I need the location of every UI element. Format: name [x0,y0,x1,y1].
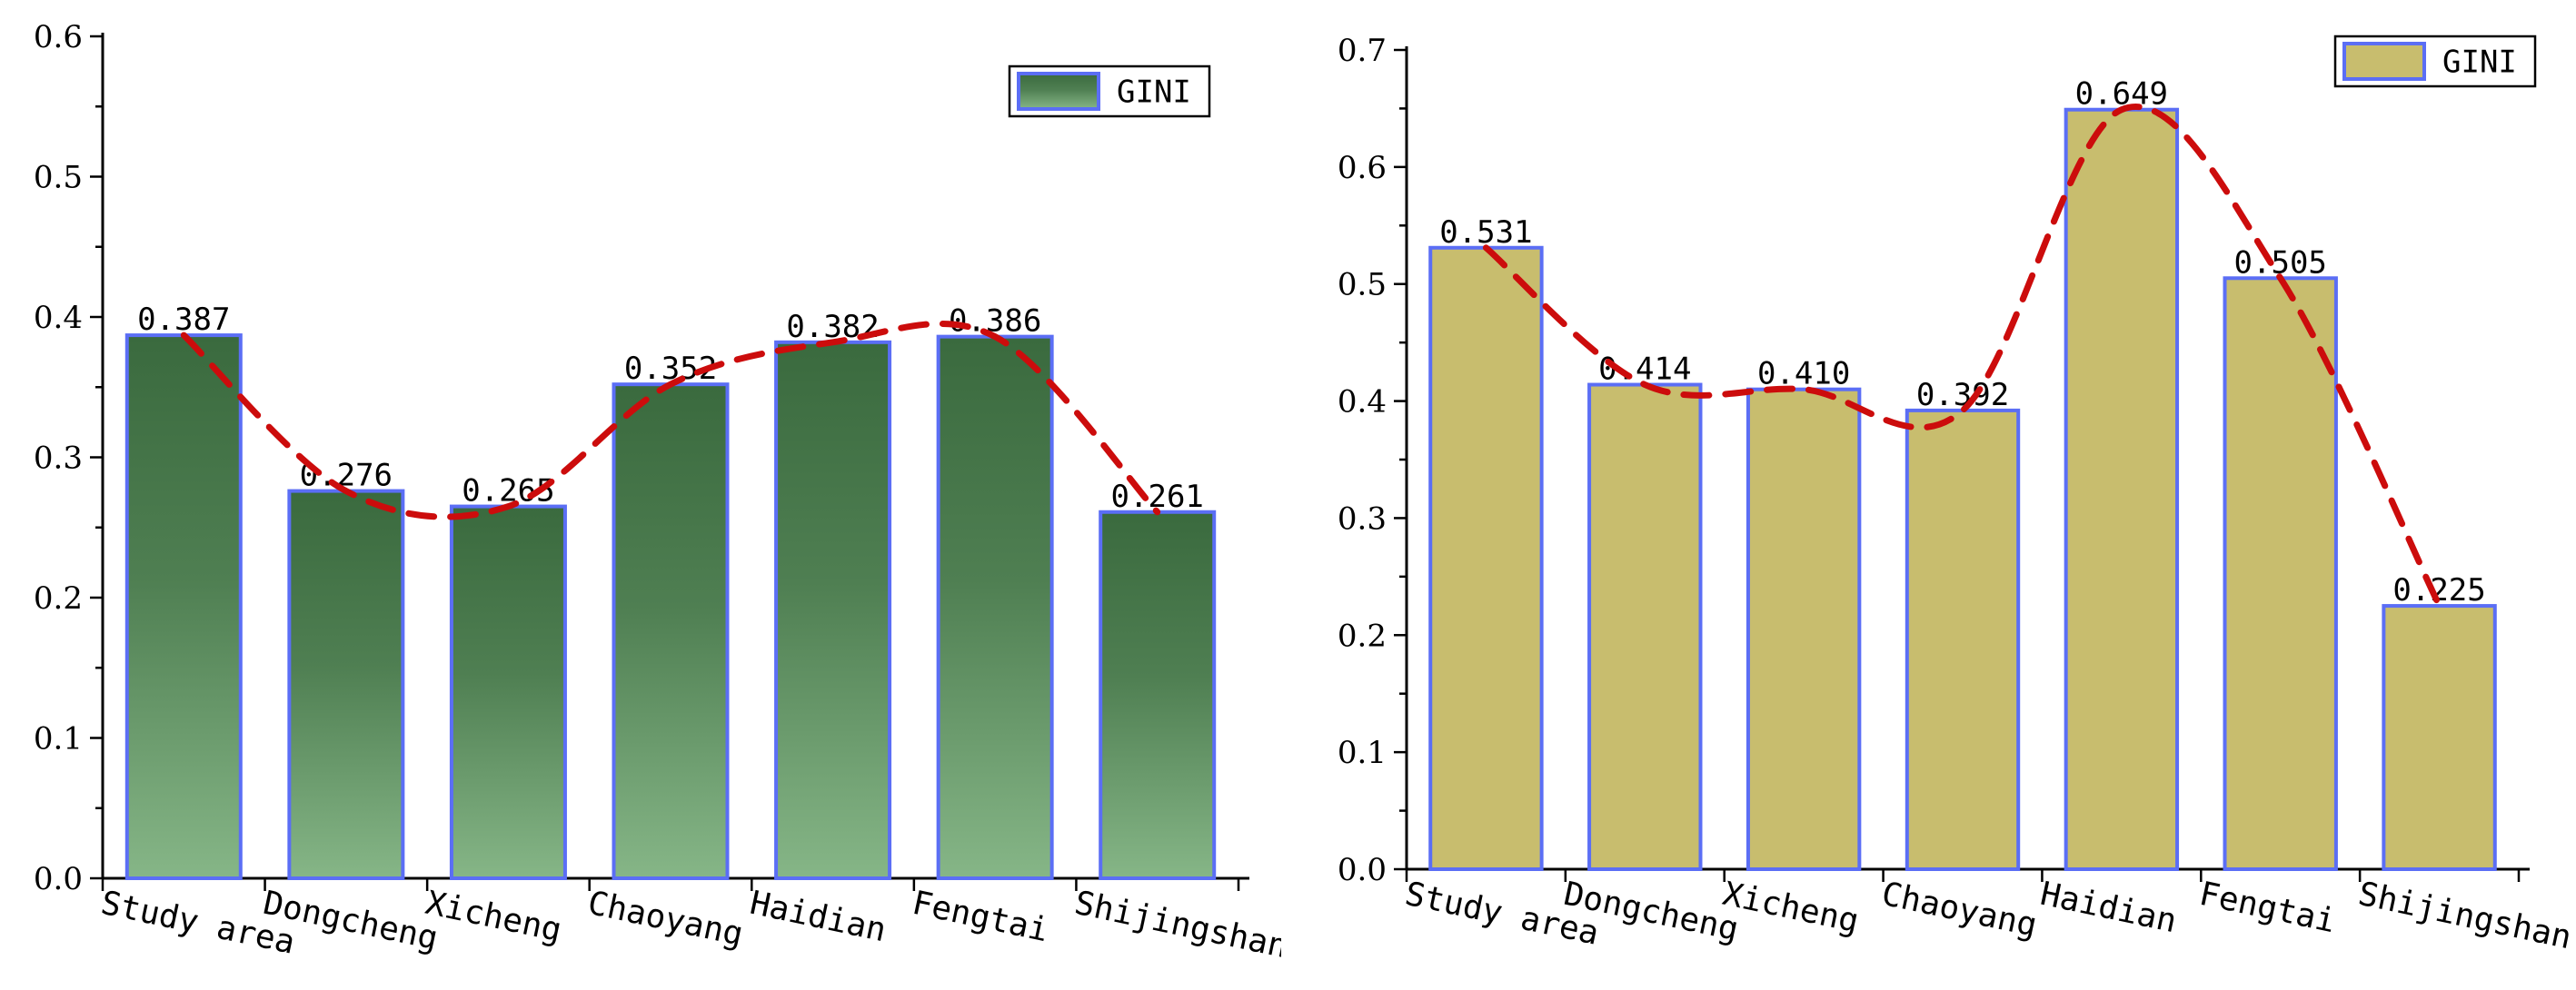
trend-line [1482,104,2443,609]
y-tick-label: 0.4 [1338,384,1387,421]
y-tick-label: 0.5 [1338,267,1387,303]
x-tick-label: Haidian [2037,876,2180,941]
bar-xicheng [1746,387,1862,871]
bar-shijingshan [1099,510,1217,880]
y-tick-label: 0.3 [34,441,83,477]
y-tick-label: 0.1 [1338,735,1387,771]
right-chart-panel: 0.0 0.1 0.2 0.3 0.4 0.5 0.6 0.7 0.531 Study area 0… [1281,0,2576,990]
bar-haidian [774,340,892,880]
data-label: 0.410 [1757,356,1850,392]
trend-line [180,320,1161,520]
bar-chaoyang [612,382,730,881]
bar-dongcheng [1587,382,1703,871]
legend-swatch [2342,42,2426,81]
bar-study-area [124,333,243,880]
y-tick-label: 0.2 [34,580,83,617]
x-tick-label: Xicheng [423,885,565,950]
left-chart-panel: 0.0 0.1 0.2 0.3 0.4 0.5 0.6 0.387 Study area 0.27… [0,0,1281,990]
legend-label: GINI [2442,45,2517,81]
x-tick-label: Fengtai [909,885,1051,950]
y-tick-label: 0.1 [34,721,83,757]
data-label: 0.531 [1439,214,1532,251]
x-tick-label: Chaoyang [1878,876,2040,945]
x-tick-label: Chaoyang [584,885,746,954]
bar-dongcheng [287,489,405,881]
bar-study-area [1428,245,1544,872]
y-tick-label: 0.7 [1338,33,1387,69]
data-label: 0.387 [137,302,230,338]
y-tick-label: 0.3 [1338,500,1387,537]
y-tick-label: 0.6 [1338,150,1387,186]
y-tick-label: 0.0 [1338,852,1387,888]
legend-swatch [1017,72,1100,111]
x-tick-label: Xicheng [1719,876,1862,941]
bar-haidian [2064,107,2180,871]
y-tick-label: 0.5 [34,160,83,196]
data-label: 0.225 [2392,572,2485,609]
x-tick-label: Haidian [747,885,890,950]
bar-xicheng [449,504,567,880]
bar-fengtai [2223,276,2338,871]
y-tick-label: 0.6 [34,19,83,55]
x-tick-label: Shijingshan [1071,885,1281,966]
x-tick-label: Shijingshan [2355,876,2575,957]
y-tick-label: 0.0 [34,861,83,897]
legend-label: GINI [1117,74,1191,111]
bar-shijingshan [2382,604,2497,871]
bar-fengtai [936,334,1054,880]
x-tick-label: Fengtai [2196,876,2339,941]
y-tick-label: 0.2 [1338,618,1387,654]
bar-chaoyang [1905,408,2021,871]
y-tick-label: 0.4 [34,300,83,336]
